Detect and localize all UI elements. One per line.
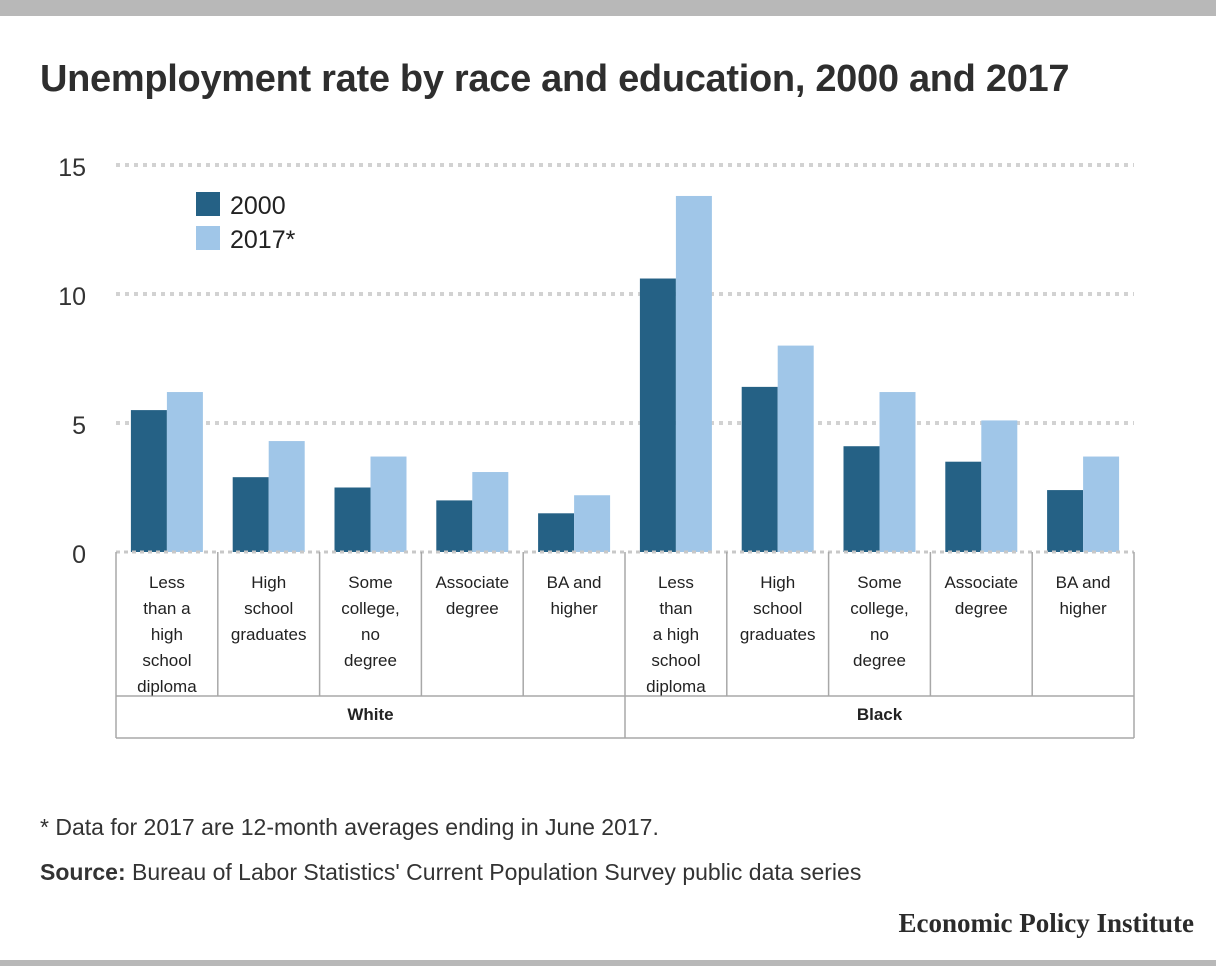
legend-label-2000: 2000 (230, 192, 286, 220)
category-label-0: Less than a high school diploma (137, 573, 197, 696)
bar-2017-1 (268, 441, 305, 552)
bar-2000-3 (436, 500, 473, 552)
bar-2000-1 (232, 477, 269, 552)
bar-2017-7 (879, 392, 916, 552)
legend-swatch-2017 (196, 226, 220, 250)
bar-2017-2 (370, 456, 407, 552)
category-label-9: BA and higher (1056, 573, 1111, 618)
bar-2017-4 (574, 495, 611, 552)
bar-2017-0 (166, 392, 203, 552)
bar-2000-5 (639, 278, 676, 552)
legend-swatch-2000 (196, 192, 220, 216)
bar-2000-7 (843, 446, 880, 552)
bottom-border-bar (0, 960, 1216, 966)
bar-2000-9 (1047, 490, 1084, 552)
y-tick-label: 10 (58, 283, 86, 311)
group-label-white: White (347, 705, 393, 724)
bar-2000-8 (945, 461, 982, 552)
y-tick-label: 15 (58, 154, 86, 182)
category-label-8: Associate degree (944, 573, 1018, 618)
category-label-4: BA and higher (547, 573, 602, 618)
category-label-7: Some college, no degree (850, 573, 909, 670)
legend-label-2017: 2017* (230, 226, 296, 254)
footnote: * Data for 2017 are 12-month averages en… (40, 814, 659, 840)
bar-2017-6 (777, 345, 814, 552)
y-tick-label: 0 (72, 541, 86, 569)
bar-2017-5 (675, 195, 712, 552)
bar-2000-2 (334, 487, 371, 552)
category-label-5: Less than a high school diploma (646, 573, 706, 696)
category-label-6: High school graduates (740, 573, 816, 644)
group-label-black: Black (857, 705, 903, 724)
bar-2000-4 (538, 513, 575, 552)
category-label-3: Associate degree (435, 573, 509, 618)
bar-2017-9 (1083, 456, 1120, 552)
bar-2000-0 (130, 410, 167, 552)
bar-2017-8 (981, 420, 1018, 552)
category-label-1: High school graduates (231, 573, 307, 644)
source-label: Source: (40, 859, 126, 885)
source-line: Source: Bureau of Labor Statistics' Curr… (40, 859, 861, 886)
top-border-bar (0, 0, 1216, 16)
bar-2000-6 (741, 386, 778, 552)
chart-title: Unemployment rate by race and education,… (40, 58, 1070, 100)
category-label-2: Some college, no degree (341, 573, 400, 670)
brand-logo: Economic Policy Institute (898, 908, 1194, 938)
source-text: Bureau of Labor Statistics' Current Popu… (125, 859, 862, 885)
y-tick-label: 5 (72, 412, 86, 440)
bar-2017-3 (472, 472, 509, 552)
